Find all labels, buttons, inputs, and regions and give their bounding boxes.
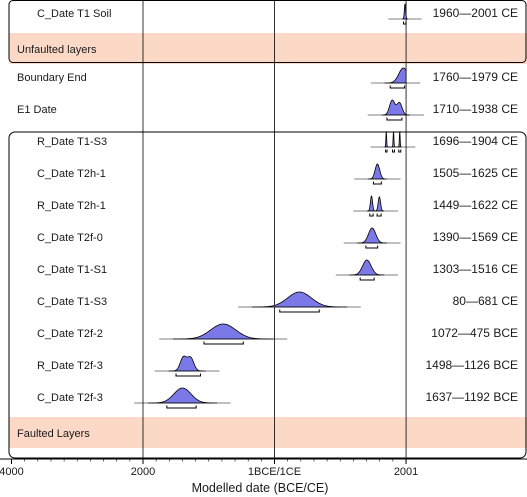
- x-tick-label: 4000: [0, 466, 24, 478]
- x-axis-title: Modelled date (BCE/CE): [192, 481, 329, 495]
- row-label: C_Date T2f-3: [37, 392, 103, 404]
- row-range: 1072—475 BCE: [431, 326, 518, 340]
- distribution: [384, 130, 402, 148]
- distribution: [251, 291, 348, 308]
- distribution: [147, 387, 218, 404]
- distribution: [168, 355, 206, 372]
- row-label: C_Date T2h-1: [37, 168, 106, 180]
- distribution: [367, 163, 387, 180]
- x-tick-label: 1BCE/1CE: [248, 466, 301, 478]
- range-bracket: [392, 149, 395, 153]
- x-tick-label: 2001: [394, 466, 418, 478]
- bands-layer: [9, 33, 527, 448]
- group-box-faulted: [8, 131, 527, 459]
- row-label: E1 Date: [17, 104, 57, 116]
- distributions-layer: [134, 3, 424, 409]
- group-label: Unfaulted layers: [17, 44, 97, 56]
- row-range: 1960—2001 CE: [433, 6, 518, 20]
- row-range: 80—681 CE: [453, 294, 518, 308]
- range-bracket: [389, 85, 406, 89]
- row-label: C_Date T1 Soil: [37, 8, 111, 20]
- row-range: 1449—1622 CE: [433, 198, 518, 212]
- row-label: C_Date T2f-0: [37, 232, 103, 244]
- range-bracket: [403, 21, 407, 25]
- range-bracket: [203, 341, 244, 345]
- range-bracket: [365, 245, 379, 249]
- row-label: R_Date T2f-3: [37, 360, 103, 372]
- row-label: C_Date T1-S3: [37, 296, 107, 308]
- row-range: 1390—1569 CE: [433, 230, 518, 244]
- group-box-unfaulted: [8, 0, 527, 63]
- range-bracket: [372, 181, 382, 185]
- row-label: R_Date T1-S3: [37, 136, 107, 148]
- range-bracket: [385, 149, 388, 153]
- row-range: 1696—1904 CE: [433, 134, 518, 148]
- row-label: C_Date T1-S1: [37, 264, 107, 276]
- distribution: [172, 323, 274, 340]
- distribution: [381, 99, 410, 116]
- group-band: [9, 33, 527, 64]
- row-range: 1710—1938 CE: [433, 102, 518, 116]
- group-boxes: [8, 0, 527, 459]
- row-range: 1637—1192 BCE: [425, 390, 518, 404]
- row-range: 1498—1126 BCE: [425, 358, 518, 372]
- range-bracket: [166, 405, 197, 409]
- group-label: Faulted Layers: [17, 428, 90, 440]
- range-bracket: [175, 373, 201, 377]
- x-axis: 4000 2000 1BCE/1CE 2001: [0, 458, 527, 478]
- distribution: [401, 3, 409, 20]
- range-bracket: [376, 213, 382, 217]
- row-label: Boundary End: [17, 72, 87, 84]
- row-labels: C_Date T1 Soil 1960—2001 CE Unfaulted laye…: [17, 6, 518, 440]
- row-label: R_Date T2h-1: [37, 200, 106, 212]
- distribution: [384, 67, 407, 84]
- range-bracket: [279, 309, 320, 313]
- range-bracket: [369, 213, 374, 217]
- row-range: 1505—1625 CE: [433, 166, 518, 180]
- distribution: [357, 227, 387, 244]
- group-band: [9, 417, 527, 448]
- range-bracket: [386, 117, 403, 121]
- x-tick-label: 2000: [131, 466, 155, 478]
- distribution: [349, 259, 385, 276]
- range-bracket: [398, 149, 402, 153]
- row-range: 1303—1516 CE: [433, 262, 518, 276]
- distribution: [366, 195, 385, 212]
- range-bracket: [359, 277, 375, 281]
- row-range: 1760—1979 CE: [433, 70, 518, 84]
- row-label: C_Date T2f-2: [37, 328, 103, 340]
